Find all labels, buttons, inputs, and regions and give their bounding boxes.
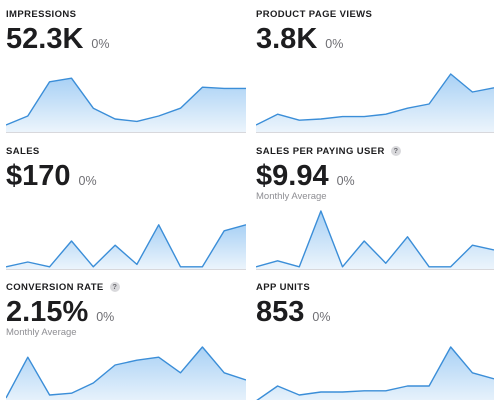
metric-value: $170	[6, 160, 71, 192]
metric-label-row: SALES	[6, 145, 40, 157]
metric-label-row: IMPRESSIONS	[6, 8, 76, 20]
metric-value: 52.3K	[6, 23, 84, 55]
metric-value-row: 853 0%	[256, 295, 330, 329]
sparkline-area	[256, 74, 494, 133]
sparkline-line	[256, 346, 494, 400]
metric-label: PRODUCT PAGE VIEWS	[256, 8, 373, 20]
metric-value-row: $170 0%	[6, 159, 97, 193]
metric-card-sales[interactable]: SALES $170 0%	[6, 137, 246, 270]
sparkline-area	[6, 78, 246, 133]
metric-value-row: 2.15% 0%	[6, 295, 114, 329]
sparkline-line	[256, 73, 494, 126]
metric-label: CONVERSION RATE	[6, 281, 104, 293]
metric-change: 0%	[312, 310, 331, 324]
metric-change: 0%	[336, 174, 355, 188]
metric-label-row: CONVERSION RATE ?	[6, 281, 120, 293]
metric-value-row: 52.3K 0%	[6, 22, 109, 56]
sparkline-area	[6, 224, 246, 270]
help-icon[interactable]: ?	[109, 282, 120, 292]
sparkline-chart	[256, 204, 494, 270]
help-icon[interactable]: ?	[390, 146, 401, 156]
sparkline-svg	[256, 346, 494, 400]
metric-change: 0%	[96, 310, 115, 324]
sparkline-line	[6, 346, 246, 399]
sparkline-area	[256, 211, 494, 270]
metric-value: $9.94	[256, 160, 329, 192]
sparkline-svg	[6, 224, 246, 270]
sparkline-chart	[256, 67, 494, 133]
sparkline-area	[6, 347, 246, 400]
metric-card-app-units[interactable]: APP UNITS 853 0%	[256, 273, 494, 400]
sparkline-chart	[6, 67, 246, 133]
metric-label-row: PRODUCT PAGE VIEWS	[256, 8, 372, 20]
metric-card-conversion-rate[interactable]: CONVERSION RATE ? 2.15% 0% Monthly Avera…	[6, 273, 246, 400]
metric-label: SALES PER PAYING USER	[256, 145, 385, 157]
metric-label: SALES	[6, 145, 40, 157]
sparkline-svg	[256, 210, 494, 270]
metric-value: 3.8K	[256, 23, 318, 55]
metric-change: 0%	[325, 37, 344, 51]
metric-subtitle: Monthly Average	[256, 191, 327, 202]
metric-value: 2.15%	[6, 296, 89, 328]
sparkline-svg	[6, 346, 246, 400]
metric-card-product-page-views[interactable]: PRODUCT PAGE VIEWS 3.8K 0%	[256, 0, 494, 133]
metric-label: IMPRESSIONS	[6, 8, 77, 20]
sparkline-chart	[6, 340, 246, 400]
sparkline-svg	[256, 73, 494, 133]
metric-value-row: 3.8K 0%	[256, 22, 343, 56]
metric-subtitle: Monthly Average	[6, 327, 77, 338]
sparkline-chart	[6, 204, 246, 270]
metric-label-row: APP UNITS	[256, 281, 310, 293]
sparkline-chart	[256, 340, 494, 400]
sparkline-svg	[6, 77, 246, 133]
metric-value: 853	[256, 296, 305, 328]
sparkline-line	[256, 210, 494, 268]
metric-label-row: SALES PER PAYING USER ?	[256, 145, 401, 157]
metric-card-impressions[interactable]: IMPRESSIONS 52.3K 0%	[6, 0, 246, 133]
sparkline-line	[6, 77, 246, 126]
metric-change: 0%	[91, 37, 110, 51]
sparkline-line	[6, 224, 246, 268]
sparkline-area	[257, 347, 494, 400]
metric-value-row: $9.94 0%	[256, 159, 355, 193]
metric-change: 0%	[78, 174, 97, 188]
metric-card-sales-per-paying-user[interactable]: SALES PER PAYING USER ? $9.94 0% Monthly…	[256, 137, 494, 270]
metric-label: APP UNITS	[256, 281, 311, 293]
